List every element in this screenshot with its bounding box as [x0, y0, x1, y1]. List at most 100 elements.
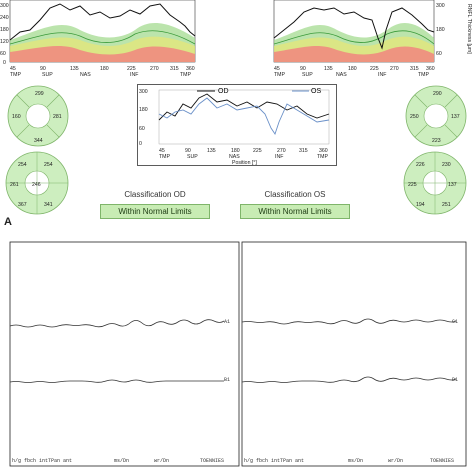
od-ti-value: 367 — [18, 202, 27, 208]
os-ns-value: 226 — [416, 162, 425, 168]
combined-x-tick-180: 180 — [231, 148, 240, 154]
od-x-tick-sup: SUP — [42, 72, 53, 78]
combined-x-tick-tmp-end: TMP — [317, 154, 328, 160]
trace-c1-label: C1 — [452, 319, 458, 325]
od-y-tick-120: 120 — [0, 39, 9, 45]
combined-x-tick-inf: INF — [275, 154, 283, 160]
os-inferior-value: 223 — [432, 138, 441, 144]
combined-x-tick-315: 315 — [299, 148, 308, 154]
od-x-tick-inf: INF — [130, 72, 138, 78]
od-y-tick-0: 0 — [3, 60, 6, 66]
trace-d1-label: D1 — [452, 377, 458, 383]
od-x-tick-tmp: TMP — [10, 72, 21, 78]
os-x-tick-tmp-end: TMP — [418, 72, 429, 78]
od-y-tick-300: 300 — [0, 3, 9, 9]
os-x-tick-315: 315 — [410, 66, 419, 72]
footer-left-d: TOENNIES — [200, 458, 224, 464]
od-x-tick-270: 270 — [150, 66, 159, 72]
legend-os: OS — [311, 88, 321, 95]
od-temporal-value: 281 — [53, 114, 62, 120]
os-ts-value: 230 — [442, 162, 451, 168]
os-superior-value: 290 — [433, 91, 442, 97]
od-x-tick-360: 360 — [186, 66, 195, 72]
od-y-tick-240: 240 — [0, 15, 9, 21]
combined-x-tick-nas: NAS — [229, 154, 240, 160]
footer-left-c: wr/Dn — [154, 458, 169, 464]
od-y-tick-180: 180 — [0, 27, 9, 33]
os-nasal-value: 250 — [410, 114, 419, 120]
combined-x-tick-90: 90 — [185, 148, 191, 154]
legend-od: OD — [218, 88, 229, 95]
os-temporal-value: 137 — [451, 114, 460, 120]
combined-y-tick-180: 180 — [139, 107, 148, 113]
od-rnfl-plot: 300 240 180 120 60 0 45 90 135 180 225 2… — [0, 0, 196, 78]
os-y-tick-180: 180 — [436, 27, 445, 33]
os-sector-circle: 226 230 225 137 194 251 — [403, 151, 467, 215]
combined-x-tick-sup: SUP — [187, 154, 198, 160]
os-x-tick-225: 225 — [370, 66, 379, 72]
od-x-tick-90: 90 — [40, 66, 46, 72]
footer-right-a: h/g fbch intTPan ant — [244, 458, 304, 464]
footer-right-d: TOENNIES — [430, 458, 454, 464]
os-x-tick-nas: NAS — [336, 72, 347, 78]
combined-x-tick-270: 270 — [277, 148, 286, 154]
combined-x-tick-360: 360 — [319, 148, 328, 154]
classification-od-title: Classification OD — [124, 190, 186, 199]
combined-y-tick-300: 300 — [139, 89, 148, 95]
os-x-tick-180: 180 — [348, 66, 357, 72]
od-nasal-value: 160 — [12, 114, 21, 120]
os-rnfl-plot: 300 180 60 45 90 135 180 225 270 315 360… — [273, 0, 472, 78]
os-n-value: 225 — [408, 182, 417, 188]
od-superior-value: 299 — [35, 91, 44, 97]
footer-right-c: wr/Dn — [388, 458, 403, 464]
od-ns-value: 254 — [44, 162, 53, 168]
od-ni-value: 341 — [44, 202, 53, 208]
os-y-axis-label: RNFL Thickness [µm] — [466, 4, 472, 54]
od-ts-value: 254 — [18, 162, 27, 168]
trace-recording: A1 B1 C1 D1 h/g fbch intTPan ant ms/Dn w… — [9, 241, 467, 467]
od-x-tick-nas: NAS — [80, 72, 91, 78]
od-x-tick-tmp-end: TMP — [180, 72, 191, 78]
os-quadrant-circle: 290 250 137 223 — [405, 85, 467, 147]
os-x-tick-135: 135 — [324, 66, 333, 72]
od-y-tick-60: 60 — [0, 51, 6, 57]
combined-x-axis-label: Position [°] — [232, 160, 257, 166]
combined-x-tick-225: 225 — [253, 148, 262, 154]
footer-left-a: h/g fbch intTPan ant — [12, 458, 72, 464]
os-ti-value: 251 — [442, 202, 451, 208]
classification-os-badge: Within Normal Limits — [240, 204, 350, 219]
combined-rnfl-plot: OD OS 300 180 60 0 45 90 135 180 225 270… — [137, 84, 337, 166]
footer-right-b: ms/Dn — [348, 458, 363, 464]
combined-y-tick-60: 60 — [139, 126, 145, 132]
od-x-tick-135: 135 — [70, 66, 79, 72]
os-x-tick-45: 45 — [274, 66, 280, 72]
os-x-tick-270: 270 — [390, 66, 399, 72]
od-sector-circle: 254 254 261 246 367 341 — [5, 151, 69, 215]
panel-a-label: A — [4, 216, 12, 228]
od-x-tick-315: 315 — [170, 66, 179, 72]
os-y-tick-60: 60 — [436, 51, 442, 57]
combined-x-tick-tmp: TMP — [159, 154, 170, 160]
combined-x-tick-135: 135 — [207, 148, 216, 154]
os-x-tick-sup: SUP — [302, 72, 313, 78]
combined-y-tick-0: 0 — [139, 141, 142, 147]
os-x-tick-90: 90 — [300, 66, 306, 72]
os-y-tick-300: 300 — [436, 3, 445, 9]
od-n-value: 246 — [32, 182, 41, 188]
os-x-tick-360: 360 — [426, 66, 435, 72]
os-ni-value: 194 — [416, 202, 425, 208]
classification-os-title: Classification OS — [264, 190, 326, 199]
classification-od-badge: Within Normal Limits — [100, 204, 210, 219]
od-x-tick-180: 180 — [100, 66, 109, 72]
trace-b1-label: B1 — [224, 377, 230, 383]
trace-a1-label: A1 — [224, 319, 230, 325]
od-inferior-value: 344 — [34, 138, 43, 144]
os-x-tick-tmp: TMP — [274, 72, 285, 78]
od-x-tick-225: 225 — [127, 66, 136, 72]
os-x-tick-inf: INF — [378, 72, 386, 78]
od-quadrant-circle: 299 160 281 344 — [7, 85, 69, 147]
combined-x-tick-45: 45 — [159, 148, 165, 154]
os-t-value: 137 — [448, 182, 457, 188]
footer-left-b: ms/Dn — [114, 458, 129, 464]
od-t-value: 261 — [10, 182, 19, 188]
